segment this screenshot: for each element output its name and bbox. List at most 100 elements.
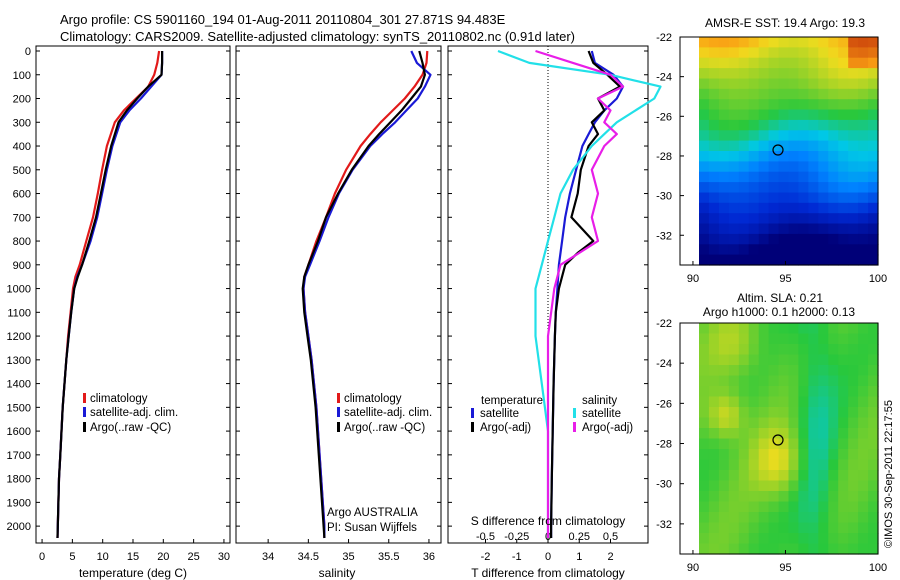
heatmap-cell <box>778 37 790 48</box>
heatmap-cell <box>718 68 730 80</box>
heatmap-cell <box>768 223 780 235</box>
s-difference-axis-label: S difference from climatology <box>471 514 626 528</box>
heatmap-cell <box>858 171 869 183</box>
heatmap-cell <box>868 202 879 214</box>
heatmap-cell <box>798 213 809 225</box>
legend-label-t-satellite: satellite <box>480 408 519 420</box>
heatmap-cell <box>748 428 760 440</box>
salinity-axes-frame <box>235 45 442 544</box>
heatmap-cell <box>828 459 839 471</box>
heatmap-cell <box>828 99 839 111</box>
heatmap-cell <box>718 417 730 429</box>
heatmap-cell <box>768 354 780 366</box>
heatmap-cell <box>798 244 809 256</box>
heatmap-cell <box>798 428 809 440</box>
heatmap-cell <box>758 192 770 204</box>
heatmap-cell <box>798 501 809 513</box>
salinity-profile-panel: 34 34.5 35 35.5 36 salinity climatology sate… <box>235 45 442 580</box>
heatmap-cell <box>858 333 869 345</box>
heatmap-cell <box>818 57 829 69</box>
heatmap-cell <box>788 213 799 225</box>
heatmap-cell <box>758 233 770 245</box>
heatmap-cell <box>858 470 869 482</box>
heatmap-cell <box>838 68 849 80</box>
heatmap-cell <box>868 323 879 335</box>
heatmap-cell <box>778 99 790 111</box>
heatmap-cell <box>808 386 819 398</box>
depth-tick-label: 1700 <box>7 450 31 462</box>
heatmap-cell <box>738 333 750 345</box>
heatmap-cell <box>848 354 859 366</box>
heatmap-cell <box>758 68 770 80</box>
heatmap-cell <box>699 407 710 419</box>
heatmap-cell <box>828 130 839 142</box>
legend-swatch-climatology <box>83 393 86 403</box>
heatmap-cell <box>778 522 790 534</box>
heatmap-cell <box>818 365 829 377</box>
heatmap-cell <box>778 407 790 419</box>
heatmap-cell <box>708 344 720 356</box>
heatmap-cell <box>818 88 829 100</box>
profile-line-argo-raw-qc- <box>301 50 426 539</box>
heatmap-cell <box>818 323 829 335</box>
sst-map-title: AMSR-E SST: 19.4 Argo: 19.3 <box>705 16 865 30</box>
heatmap-cell <box>828 78 839 90</box>
heatmap-cell <box>758 449 770 461</box>
heatmap-cell <box>798 88 809 100</box>
heatmap-cell <box>858 140 869 152</box>
x-tick-label: 15 <box>127 551 139 563</box>
heatmap-cell <box>728 323 740 335</box>
heatmap-cell <box>778 386 790 398</box>
heatmap-cell <box>868 37 879 48</box>
heatmap-cell <box>718 470 730 482</box>
heatmap-cell <box>718 254 730 266</box>
heatmap-cell <box>778 333 790 345</box>
legend-header-temperature: temperature <box>481 395 543 407</box>
heatmap-cell <box>768 140 780 152</box>
heatmap-cell <box>838 109 849 121</box>
heatmap-cell <box>699 109 710 121</box>
heatmap-cell <box>848 68 859 80</box>
heatmap-cell <box>718 47 730 59</box>
heatmap-cell <box>808 78 819 90</box>
heatmap-cell <box>708 119 720 131</box>
heatmap-cell <box>838 47 849 59</box>
heatmap-cell <box>768 88 780 100</box>
heatmap-cell <box>818 151 829 162</box>
heatmap-cell <box>748 244 760 256</box>
heatmap-cell <box>858 480 869 492</box>
heatmap-cell <box>738 78 750 90</box>
heatmap-cell <box>738 365 750 377</box>
heatmap-cell <box>848 254 859 266</box>
heatmap-cell <box>808 501 819 513</box>
heatmap-cell <box>758 37 770 48</box>
heatmap-cell <box>728 501 740 513</box>
heatmap-cell <box>748 37 760 48</box>
heatmap-cell <box>758 47 770 59</box>
heatmap-cell <box>768 254 780 266</box>
heatmap-cell <box>699 480 710 492</box>
heatmap-cell <box>718 88 730 100</box>
heatmap-cell <box>778 344 790 356</box>
heatmap-cell <box>728 161 740 173</box>
heatmap-cell <box>748 459 760 471</box>
heatmap-cell <box>758 365 770 377</box>
heatmap-cell <box>758 323 770 335</box>
heatmap-cell <box>708 140 720 152</box>
depth-tick-label: 1300 <box>7 355 31 367</box>
heatmap-cell <box>699 417 710 429</box>
heatmap-cell <box>748 130 760 142</box>
heatmap-cell <box>808 202 819 214</box>
heatmap-cell <box>788 223 799 235</box>
heatmap-cell <box>838 417 849 429</box>
heatmap-cell <box>848 244 859 256</box>
heatmap-cell <box>848 533 859 545</box>
heatmap-cell <box>838 480 849 492</box>
heatmap-cell <box>868 151 879 162</box>
heatmap-cell <box>868 480 879 492</box>
heatmap-cell <box>718 344 730 356</box>
heatmap-cell <box>828 333 839 345</box>
heatmap-cell <box>868 522 879 534</box>
heatmap-cell <box>818 119 829 131</box>
heatmap-cell <box>778 449 790 461</box>
